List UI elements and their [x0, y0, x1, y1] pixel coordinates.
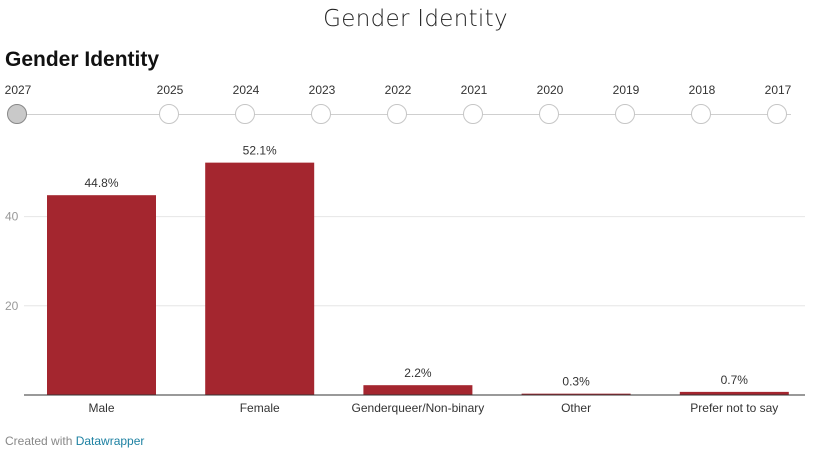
footer-credit: Created with Datawrapper	[5, 434, 144, 448]
x-category-label: Female	[240, 401, 280, 415]
year-timeline: 2027 2025 2024 2023 2022 2021 2020 2019 2018 2017	[0, 78, 831, 130]
year-dot[interactable]	[7, 104, 27, 124]
year-label: 2022	[384, 83, 412, 97]
year-dot[interactable]	[387, 104, 407, 124]
x-category-label: Other	[561, 401, 591, 415]
year-dot[interactable]	[691, 104, 711, 124]
year-stop-2018[interactable]: 2018	[682, 78, 722, 130]
bar-value-label: 2.2%	[404, 366, 432, 380]
x-category-label: Male	[88, 401, 114, 415]
chart-title: Gender Identity	[5, 48, 160, 71]
year-stop-2022[interactable]: 2022	[378, 78, 418, 130]
year-dot[interactable]	[615, 104, 635, 124]
year-label: 2024	[232, 83, 260, 97]
year-dot[interactable]	[159, 104, 179, 124]
bar-value-label: 0.3%	[562, 375, 590, 389]
year-label: 2019	[612, 83, 640, 97]
datawrapper-link[interactable]: Datawrapper	[75, 434, 145, 448]
year-dot[interactable]	[235, 104, 255, 124]
bar-chart: 20 40 44.8% Male 52.1% Female 2.2% Genderqueer/…	[0, 140, 831, 435]
year-label: 2017	[764, 83, 792, 97]
y-tick-label: 20	[5, 299, 19, 313]
bar	[47, 195, 156, 395]
year-stop-2025[interactable]: 2025	[150, 78, 190, 130]
year-label: 2020	[536, 83, 564, 97]
year-stop-2023[interactable]: 2023	[302, 78, 342, 130]
year-dot[interactable]	[311, 104, 331, 124]
bar-value-label: 0.7%	[721, 373, 749, 387]
year-stop-2020[interactable]: 2020	[530, 78, 570, 130]
year-stop-2024[interactable]: 2024	[226, 78, 266, 130]
year-stop-2019[interactable]: 2019	[606, 78, 646, 130]
year-dot[interactable]	[767, 104, 787, 124]
x-category-label: Prefer not to say	[690, 401, 778, 415]
bar	[521, 393, 631, 395]
bar	[679, 391, 789, 395]
bar	[363, 385, 473, 395]
year-label: 2021	[460, 83, 488, 97]
year-label: 2018	[688, 83, 716, 97]
year-dot[interactable]	[539, 104, 559, 124]
x-category-label: Genderqueer/Non-binary	[352, 401, 485, 415]
year-dot[interactable]	[463, 104, 483, 124]
year-label: 2027	[4, 83, 32, 97]
bar-value-label: 52.1%	[243, 144, 277, 158]
footer-prefix: Created with	[5, 434, 76, 448]
year-stop-2021[interactable]: 2021	[454, 78, 494, 130]
bar-value-label: 44.8%	[84, 176, 118, 190]
bar-chart-svg: 20 40 44.8% Male 52.1% Female 2.2% Genderqueer/…	[5, 144, 805, 415]
year-stop-2027[interactable]: 2027	[0, 78, 38, 130]
page-title: Gender Identity	[323, 6, 508, 32]
year-label: 2025	[156, 83, 184, 97]
bar	[205, 162, 315, 395]
year-stop-2017[interactable]: 2017	[758, 78, 798, 130]
y-tick-label: 40	[5, 210, 19, 224]
year-label: 2023	[308, 83, 336, 97]
